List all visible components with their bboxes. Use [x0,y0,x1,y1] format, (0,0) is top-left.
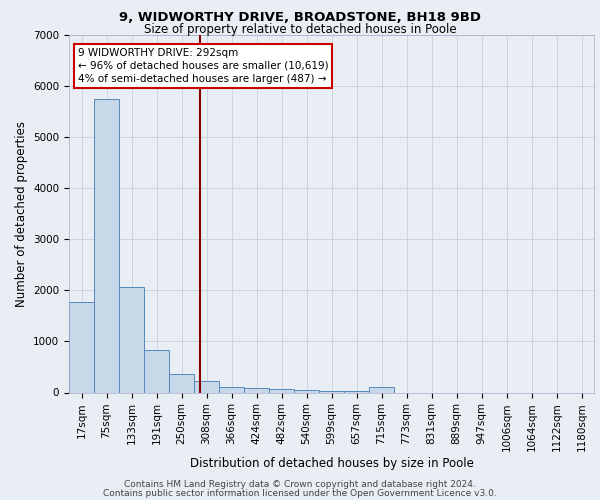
Bar [269,390,294,392]
Bar [169,374,194,392]
Y-axis label: Number of detached properties: Number of detached properties [14,120,28,306]
Text: 9, WIDWORTHY DRIVE, BROADSTONE, BH18 9BD: 9, WIDWORTHY DRIVE, BROADSTONE, BH18 9BD [119,11,481,24]
Text: Contains HM Land Registry data © Crown copyright and database right 2024.: Contains HM Land Registry data © Crown c… [124,480,476,489]
Bar [194,381,219,392]
Bar [319,391,344,392]
Bar [369,387,394,392]
Text: Size of property relative to detached houses in Poole: Size of property relative to detached ho… [143,22,457,36]
Bar [144,350,169,393]
Bar [94,99,119,392]
X-axis label: Distribution of detached houses by size in Poole: Distribution of detached houses by size … [190,456,473,469]
Text: Contains public sector information licensed under the Open Government Licence v3: Contains public sector information licen… [103,488,497,498]
Text: 9 WIDWORTHY DRIVE: 292sqm
← 96% of detached houses are smaller (10,619)
4% of se: 9 WIDWORTHY DRIVE: 292sqm ← 96% of detac… [78,48,329,84]
Bar [69,302,94,392]
Bar [219,387,244,392]
Bar [244,388,269,392]
Bar [294,390,319,392]
Bar [119,287,144,393]
